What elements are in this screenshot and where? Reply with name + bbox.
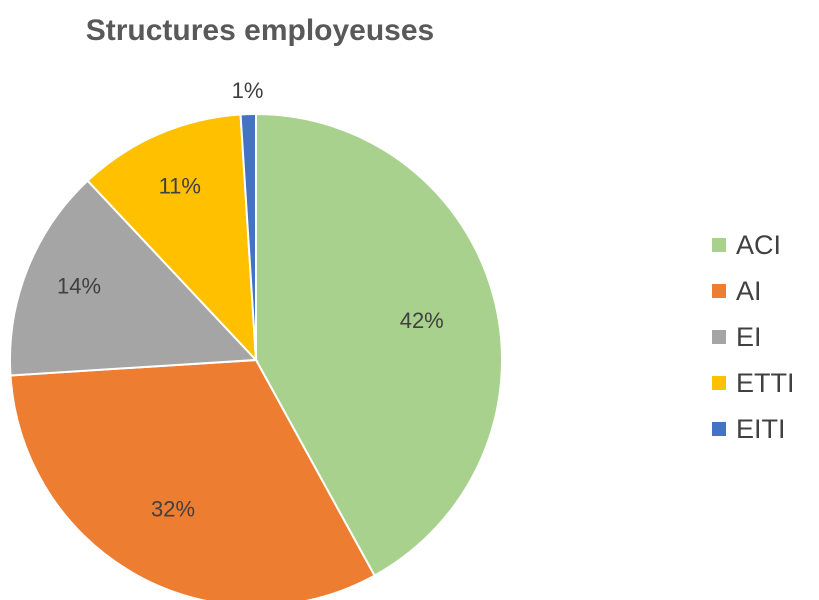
slice-label-ai: 32% [151,497,195,522]
legend-label-aci: ACI [736,229,782,260]
pie-slice-ei [9,179,259,377]
legend-item-ai: AI [712,268,795,314]
pie-slice-aci [255,112,503,577]
legend-swatch-ai [712,284,726,298]
legend-label-eiti: EITI [736,413,786,444]
chart-title: Structures employeuses [85,14,435,47]
slice-label-ei: 14% [57,273,101,298]
legend-label-etti: ETTI [736,367,795,398]
legend-swatch-ei [712,330,726,344]
legend-label-ei: EI [736,321,762,352]
slice-label-eiti: 1% [232,78,264,103]
legend-label-ai: AI [736,275,762,306]
legend-swatch-eiti [712,422,726,436]
slice-label-etti: 11% [159,174,201,199]
legend-item-aci: ACI [712,222,795,268]
pie-slice-eiti [239,112,257,361]
legend-item-etti: ETTI [712,360,795,406]
legend-item-eiti: EITI [712,406,795,452]
pie-slice-ai [9,358,376,600]
chart-legend: ACI AI EI ETTI EITI [712,222,795,452]
slice-label-aci: 42% [400,308,444,333]
legend-swatch-aci [712,238,726,252]
legend-item-ei: EI [712,314,795,360]
pie-slice-etti [86,113,258,363]
legend-swatch-etti [712,376,726,390]
